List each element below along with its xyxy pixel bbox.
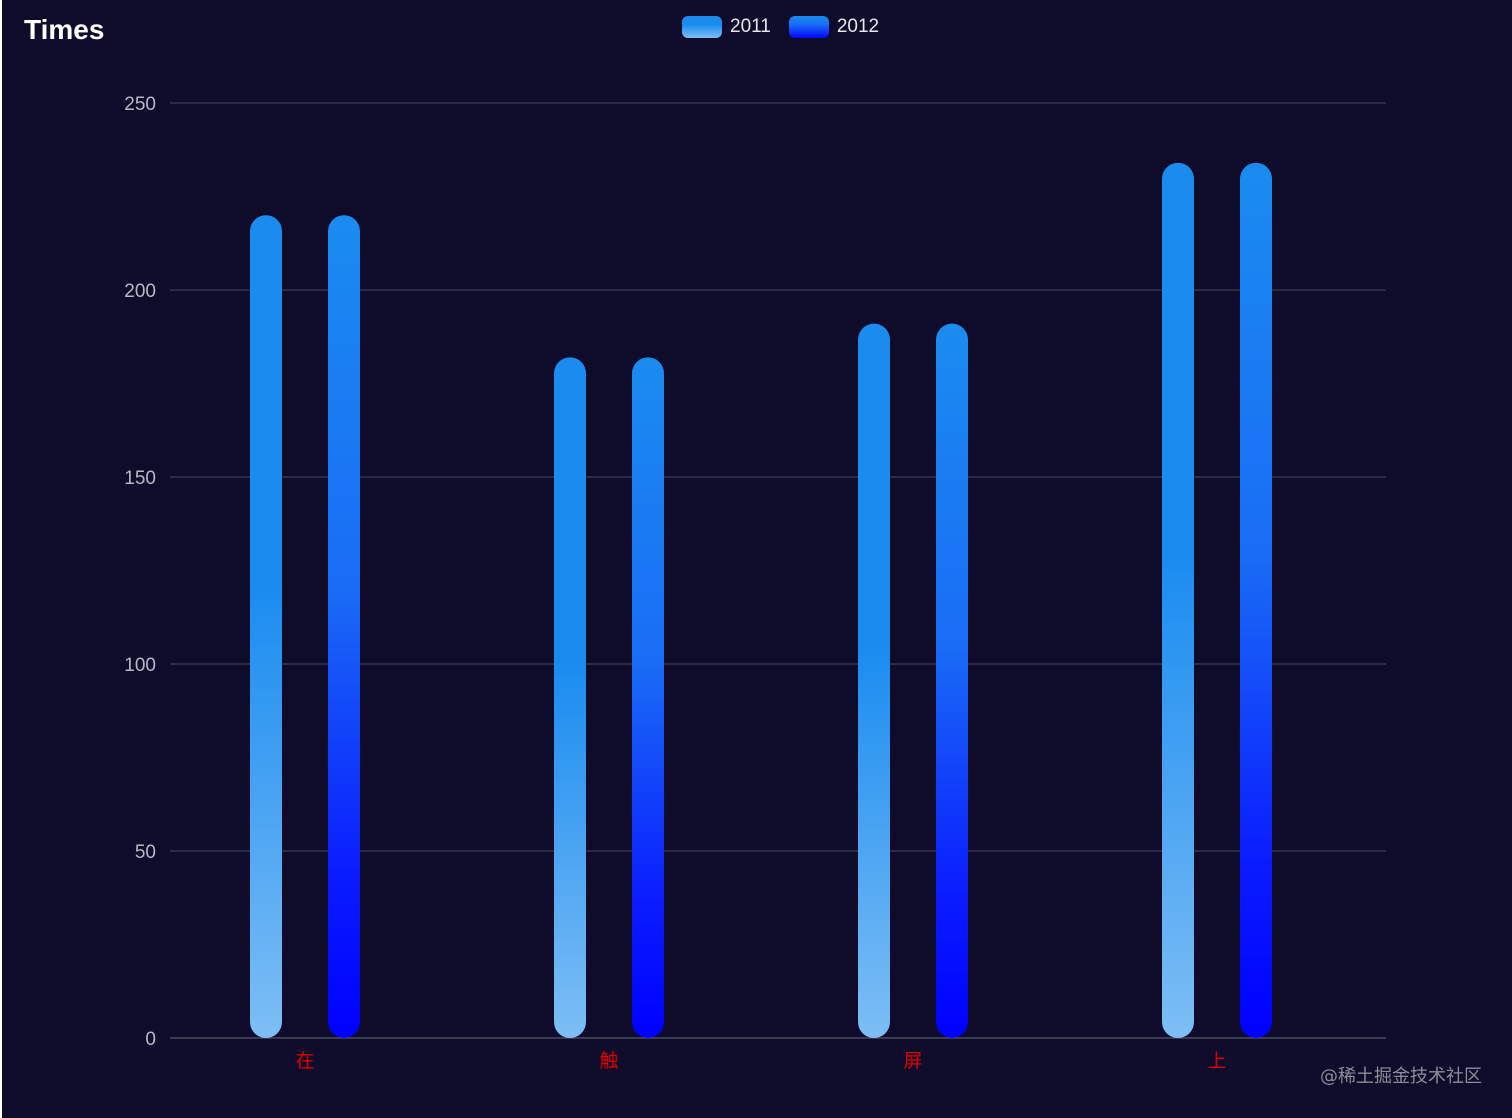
y-tick-label: 0 — [145, 1029, 156, 1050]
chart-title: Times — [24, 14, 105, 45]
labels-layer: 0 50 100 150 200 250 在 触 屏 上 — [124, 94, 1226, 1072]
y-tick-label: 100 — [124, 655, 156, 676]
y-tick-label: 200 — [124, 281, 156, 302]
bar-2011-1[interactable] — [554, 357, 586, 1038]
legend-item-2011[interactable]: 2011 — [682, 16, 771, 38]
legend-label-2012: 2012 — [836, 16, 880, 37]
legend-swatch-2012 — [788, 16, 829, 38]
bars-layer — [250, 162, 1272, 1039]
x-category-label: 屏 — [903, 1050, 922, 1072]
left-edge-line — [0, 0, 2, 1118]
y-tick-label: 150 — [124, 468, 156, 489]
y-tick-label: 50 — [135, 842, 156, 863]
bar-2011-0[interactable] — [250, 215, 282, 1038]
bar-2011-2[interactable] — [858, 323, 890, 1038]
legend-label-2011: 2011 — [730, 16, 771, 37]
y-tick-label: 250 — [124, 94, 156, 115]
bar-2012-0[interactable] — [328, 215, 360, 1038]
x-category-label: 触 — [599, 1050, 618, 1072]
bar-2011-3[interactable] — [1162, 162, 1194, 1039]
legend-swatch-2011 — [682, 16, 722, 38]
x-category-label: 在 — [295, 1050, 314, 1072]
bar-2012-1[interactable] — [632, 357, 664, 1038]
bar-2012-2[interactable] — [936, 323, 968, 1038]
legend-item-2012[interactable]: 2012 — [788, 16, 880, 38]
legend: 2011 2012 — [682, 16, 897, 38]
watermark: @稀土掘金技术社区 — [1320, 1066, 1482, 1087]
x-category-label: 上 — [1207, 1050, 1226, 1072]
bar-2012-3[interactable] — [1240, 162, 1272, 1039]
